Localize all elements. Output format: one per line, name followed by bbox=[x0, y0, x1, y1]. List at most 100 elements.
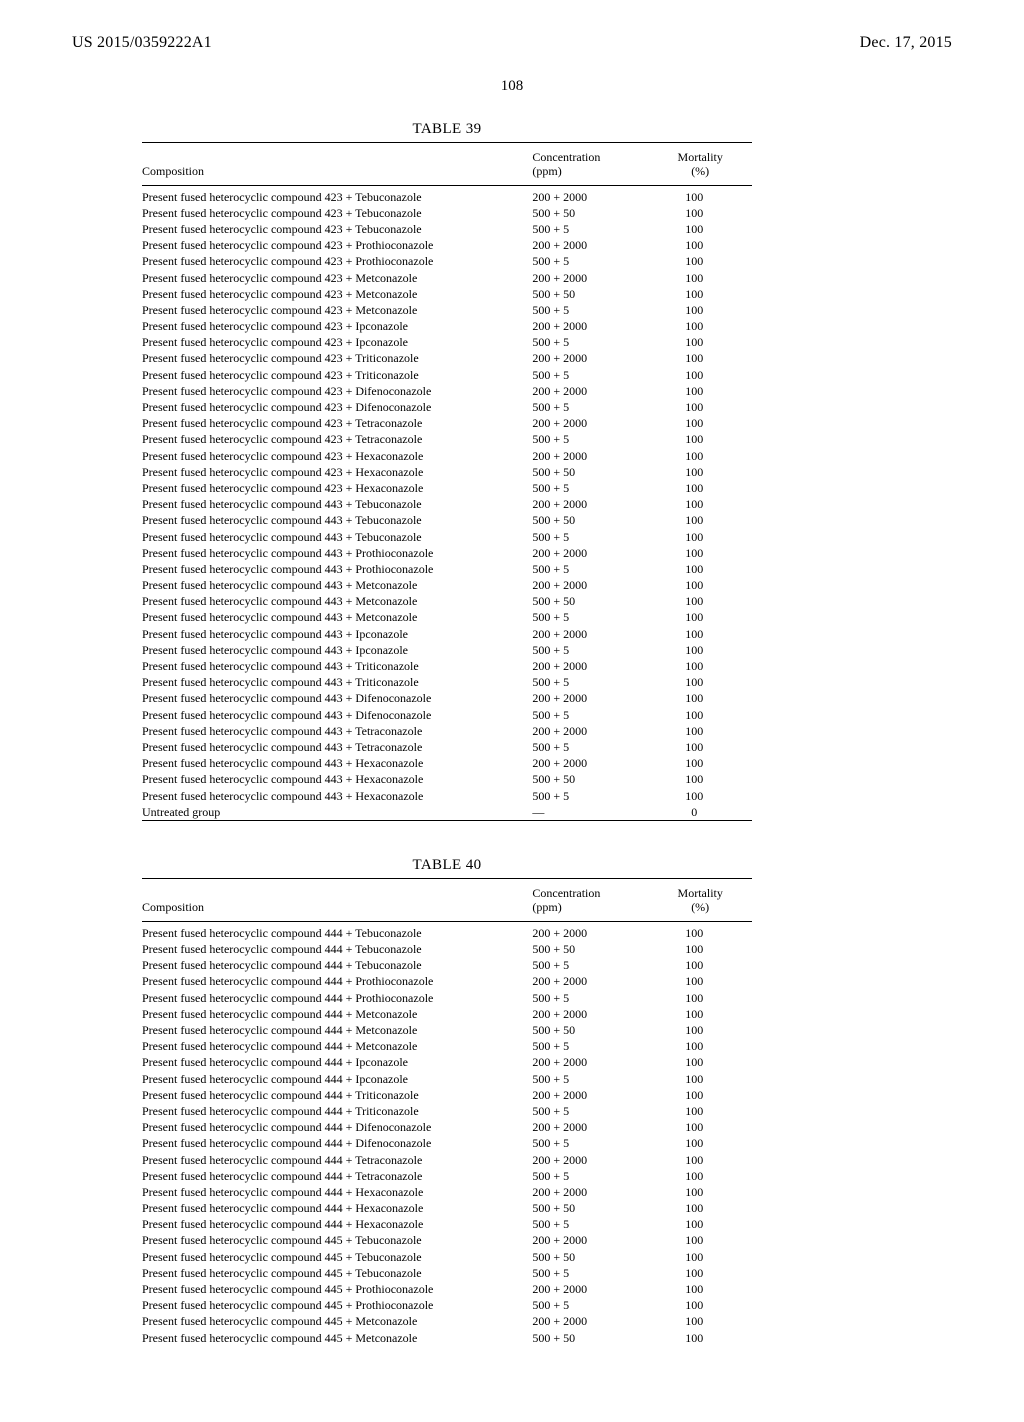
table-row: Present fused heterocyclic compound 443 … bbox=[142, 788, 752, 804]
cell-concentration: 500 + 5 bbox=[532, 1071, 654, 1087]
table-row: Present fused heterocyclic compound 444 … bbox=[142, 1087, 752, 1103]
col-label: Composition bbox=[142, 164, 204, 178]
cell-mortality: 100 bbox=[654, 772, 752, 788]
table-row: Present fused heterocyclic compound 444 … bbox=[142, 1217, 752, 1233]
cell-concentration: 200 + 2000 bbox=[532, 691, 654, 707]
cell-concentration: 500 + 5 bbox=[532, 1136, 654, 1152]
table-40: Composition Concentration (ppm) Mortalit… bbox=[142, 878, 752, 1346]
cell-concentration: 200 + 2000 bbox=[532, 1087, 654, 1103]
cell-mortality: 100 bbox=[654, 1039, 752, 1055]
table-row: Present fused heterocyclic compound 423 … bbox=[142, 335, 752, 351]
table-row: Present fused heterocyclic compound 445 … bbox=[142, 1330, 752, 1346]
table-row: Present fused heterocyclic compound 443 … bbox=[142, 561, 752, 577]
table-row: Present fused heterocyclic compound 445 … bbox=[142, 1233, 752, 1249]
col-label: (%) bbox=[691, 900, 709, 914]
table-row: Present fused heterocyclic compound 443 … bbox=[142, 723, 752, 739]
cell-mortality: 100 bbox=[654, 545, 752, 561]
col-label: Mortality bbox=[678, 886, 723, 900]
cell-composition: Present fused heterocyclic compound 444 … bbox=[142, 1120, 532, 1136]
page-number: 108 bbox=[72, 78, 952, 95]
cell-mortality: 100 bbox=[654, 529, 752, 545]
table-row: Present fused heterocyclic compound 423 … bbox=[142, 399, 752, 415]
cell-mortality: 100 bbox=[654, 383, 752, 399]
table-row: Present fused heterocyclic compound 444 … bbox=[142, 1006, 752, 1022]
cell-mortality: 100 bbox=[654, 1184, 752, 1200]
table-row: Present fused heterocyclic compound 423 … bbox=[142, 480, 752, 496]
cell-composition: Present fused heterocyclic compound 444 … bbox=[142, 990, 532, 1006]
cell-composition: Present fused heterocyclic compound 443 … bbox=[142, 707, 532, 723]
table-row: Present fused heterocyclic compound 423 … bbox=[142, 270, 752, 286]
cell-concentration: 500 + 5 bbox=[532, 399, 654, 415]
table-row: Present fused heterocyclic compound 443 … bbox=[142, 642, 752, 658]
cell-concentration: 200 + 2000 bbox=[532, 351, 654, 367]
col-label: Concentration bbox=[532, 150, 600, 164]
table-row: Present fused heterocyclic compound 443 … bbox=[142, 658, 752, 674]
cell-concentration: 500 + 50 bbox=[532, 1330, 654, 1346]
cell-mortality: 100 bbox=[654, 1136, 752, 1152]
cell-concentration: 500 + 50 bbox=[532, 286, 654, 302]
table-row: Present fused heterocyclic compound 423 … bbox=[142, 254, 752, 270]
cell-mortality: 100 bbox=[654, 578, 752, 594]
cell-composition: Present fused heterocyclic compound 443 … bbox=[142, 658, 532, 674]
cell-composition: Present fused heterocyclic compound 423 … bbox=[142, 399, 532, 415]
cell-composition: Present fused heterocyclic compound 423 … bbox=[142, 464, 532, 480]
col-label: (ppm) bbox=[532, 164, 561, 178]
cell-concentration: 500 + 50 bbox=[532, 1249, 654, 1265]
table-row: Present fused heterocyclic compound 445 … bbox=[142, 1249, 752, 1265]
table-row: Present fused heterocyclic compound 443 … bbox=[142, 691, 752, 707]
cell-composition: Present fused heterocyclic compound 443 … bbox=[142, 739, 532, 755]
cell-concentration: 200 + 2000 bbox=[532, 545, 654, 561]
table-row: Present fused heterocyclic compound 443 … bbox=[142, 594, 752, 610]
cell-concentration: 200 + 2000 bbox=[532, 270, 654, 286]
table-row: Present fused heterocyclic compound 444 … bbox=[142, 1152, 752, 1168]
cell-mortality: 100 bbox=[654, 691, 752, 707]
cell-concentration: 500 + 5 bbox=[532, 610, 654, 626]
table-row: Present fused heterocyclic compound 423 … bbox=[142, 416, 752, 432]
table-row: Present fused heterocyclic compound 444 … bbox=[142, 1055, 752, 1071]
table-40-body: Present fused heterocyclic compound 444 … bbox=[142, 921, 752, 1346]
table-row: Present fused heterocyclic compound 445 … bbox=[142, 1314, 752, 1330]
table-row: Present fused heterocyclic compound 444 … bbox=[142, 1039, 752, 1055]
cell-composition: Present fused heterocyclic compound 444 … bbox=[142, 1217, 532, 1233]
cell-concentration: 500 + 5 bbox=[532, 990, 654, 1006]
cell-concentration: 500 + 5 bbox=[532, 788, 654, 804]
cell-concentration: 200 + 2000 bbox=[532, 238, 654, 254]
cell-composition: Present fused heterocyclic compound 443 … bbox=[142, 578, 532, 594]
cell-concentration: 200 + 2000 bbox=[532, 1184, 654, 1200]
cell-mortality: 100 bbox=[654, 416, 752, 432]
cell-mortality: 100 bbox=[654, 1281, 752, 1297]
cell-composition: Present fused heterocyclic compound 423 … bbox=[142, 448, 532, 464]
cell-mortality: 100 bbox=[654, 464, 752, 480]
cell-concentration: 500 + 50 bbox=[532, 513, 654, 529]
doc-date: Dec. 17, 2015 bbox=[860, 34, 952, 52]
cell-composition: Present fused heterocyclic compound 443 … bbox=[142, 594, 532, 610]
cell-concentration: 500 + 5 bbox=[532, 480, 654, 496]
cell-concentration: 200 + 2000 bbox=[532, 497, 654, 513]
col-label: Composition bbox=[142, 900, 204, 914]
cell-composition: Present fused heterocyclic compound 444 … bbox=[142, 958, 532, 974]
cell-concentration: 500 + 50 bbox=[532, 205, 654, 221]
table-row: Present fused heterocyclic compound 443 … bbox=[142, 497, 752, 513]
cell-concentration: 200 + 2000 bbox=[532, 1233, 654, 1249]
cell-composition: Present fused heterocyclic compound 443 … bbox=[142, 561, 532, 577]
cell-composition: Present fused heterocyclic compound 445 … bbox=[142, 1298, 532, 1314]
table-40-block: TABLE 40 Composition Concentration (ppm)… bbox=[142, 857, 752, 1346]
col-label: (ppm) bbox=[532, 900, 561, 914]
cell-concentration: 200 + 2000 bbox=[532, 319, 654, 335]
cell-concentration: 200 + 2000 bbox=[532, 416, 654, 432]
cell-concentration: 500 + 5 bbox=[532, 1103, 654, 1119]
cell-concentration: 200 + 2000 bbox=[532, 756, 654, 772]
cell-mortality: 100 bbox=[654, 1120, 752, 1136]
cell-mortality: 100 bbox=[654, 1314, 752, 1330]
col-label: Concentration bbox=[532, 886, 600, 900]
cell-composition: Present fused heterocyclic compound 444 … bbox=[142, 1022, 532, 1038]
table-39-col-composition: Composition bbox=[142, 143, 532, 185]
table-row: Present fused heterocyclic compound 423 … bbox=[142, 383, 752, 399]
cell-concentration: 200 + 2000 bbox=[532, 921, 654, 941]
cell-composition: Present fused heterocyclic compound 443 … bbox=[142, 626, 532, 642]
cell-concentration: 500 + 5 bbox=[532, 1039, 654, 1055]
cell-concentration: 500 + 50 bbox=[532, 1201, 654, 1217]
cell-mortality: 100 bbox=[654, 319, 752, 335]
cell-composition: Present fused heterocyclic compound 445 … bbox=[142, 1314, 532, 1330]
cell-mortality: 100 bbox=[654, 974, 752, 990]
